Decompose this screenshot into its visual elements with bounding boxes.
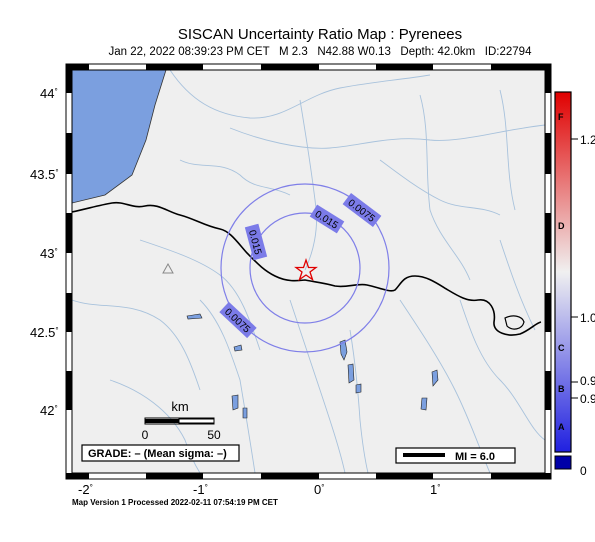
- mi-legend-text: MI = 6.0: [455, 451, 495, 463]
- colorbar-value-5: 0: [580, 464, 587, 478]
- colorbar-letter-c: C: [558, 343, 565, 353]
- lon-label-1: 1°: [430, 482, 440, 497]
- uncertainty-contours: [220, 183, 390, 353]
- bay-of-biscay-sea: [72, 70, 167, 204]
- grade-text: GRADE: – (Mean sigma: –): [88, 448, 227, 460]
- scale-start-label: 0: [142, 428, 149, 442]
- colorbar-letter-b: B: [558, 384, 565, 394]
- grade-box: GRADE: – (Mean sigma: –): [81, 444, 240, 462]
- contour-outer: [220, 183, 390, 353]
- colorbar-value-3: 0.9: [580, 374, 595, 388]
- colorbar-letter-a: A: [558, 422, 565, 432]
- reservoirs: [186, 313, 439, 419]
- latitude-labels: 44° 43.5° 43° 42.5° 42°: [30, 86, 59, 418]
- national-border: [72, 201, 542, 336]
- colorbar-gradient: [554, 91, 572, 453]
- lat-label-42.5: 42.5°: [30, 325, 59, 340]
- colorbar-value-4: 0.9: [580, 392, 595, 406]
- colorbar-letter-d: D: [558, 221, 565, 231]
- scale-unit-label: km: [171, 399, 188, 414]
- map-subtitle: Jan 22, 2022 08:39:23 PM CET M 2.3 N42.8…: [108, 46, 532, 58]
- lat-label-42: 42°: [40, 403, 58, 418]
- map-frame: [65, 63, 552, 480]
- colorbar-letter-f: F: [558, 112, 564, 122]
- colorbar: F D C B A 1.2 1.0 0.9 0.9 0: [554, 91, 595, 478]
- andorra-border: [504, 315, 525, 330]
- colorbar-below-scale: [554, 455, 572, 470]
- scale-bar: km 0 50: [142, 399, 221, 442]
- lat-label-44: 44°: [40, 86, 58, 101]
- mi-legend-box: MI = 6.0: [395, 447, 516, 464]
- lat-label-43.5: 43.5°: [30, 167, 59, 182]
- epicenter-star-icon: [294, 257, 318, 282]
- contour-inner: [249, 212, 361, 324]
- lat-label-43: 43°: [40, 246, 58, 261]
- longitude-labels: -2° -1° 0° 1°: [78, 482, 440, 497]
- station-triangle-icon: [162, 262, 174, 274]
- processed-footer: Map Version 1 Processed 2022-02-11 07:54…: [72, 498, 278, 507]
- lon-label-0: 0°: [314, 482, 324, 497]
- map-title: SISCAN Uncertainty Ratio Map : Pyrenees: [177, 26, 463, 43]
- lon-label-minus2: -2°: [78, 482, 93, 497]
- colorbar-value-2: 1.0: [580, 311, 595, 325]
- rivers: [72, 70, 545, 473]
- lon-label-minus1: -1°: [193, 482, 208, 497]
- colorbar-value-1: 1.2: [580, 133, 595, 147]
- scale-end-label: 50: [207, 428, 221, 442]
